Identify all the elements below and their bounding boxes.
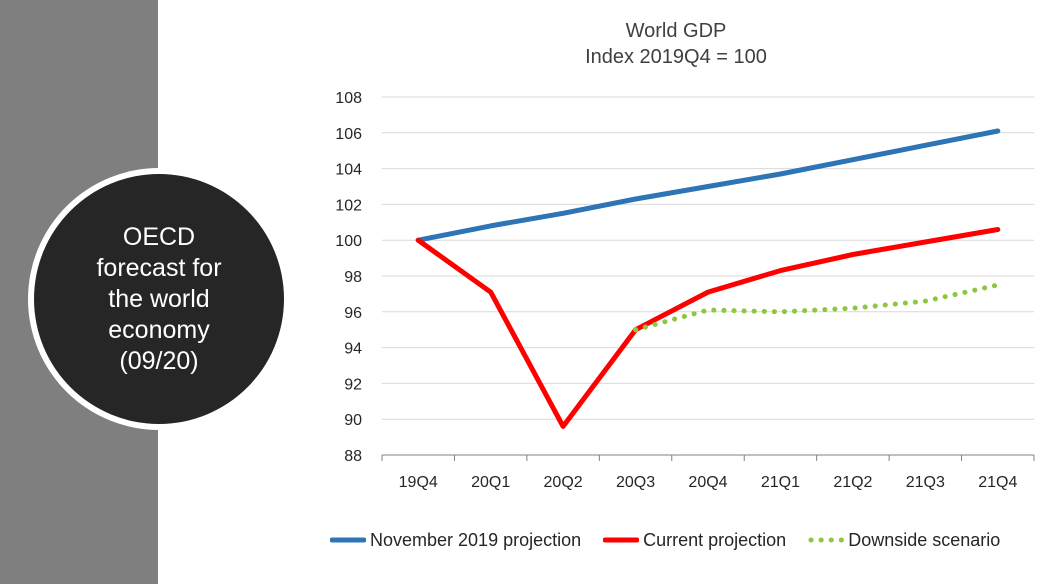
badge-text: OECD forecast for the world economy (09/… (64, 222, 254, 377)
legend-label: Downside scenario (848, 529, 1001, 550)
badge-line: the world (108, 284, 210, 313)
series-line-2 (633, 282, 1001, 333)
circle-badge: OECD forecast for the world economy (09/… (28, 168, 290, 430)
x-tick-label: 21Q2 (833, 474, 872, 491)
series-line-1 (415, 227, 1001, 429)
legend-item-november-2019: November 2019 projection (330, 528, 581, 552)
x-tick-label: 21Q1 (761, 474, 800, 491)
circle-badge-inner: OECD forecast for the world economy (09/… (34, 174, 284, 424)
y-tick-label: 106 (335, 126, 362, 143)
y-tick-label: 92 (344, 376, 362, 393)
badge-line: economy (108, 315, 210, 344)
chart-legend: November 2019 projection Current project… (330, 528, 1022, 552)
legend-label: November 2019 projection (370, 529, 582, 550)
x-tick-label: 19Q4 (399, 474, 438, 491)
y-tick-label: 88 (344, 448, 362, 465)
legend-swatch-green-dotted (808, 537, 845, 543)
x-tick-label: 20Q2 (544, 474, 583, 491)
x-tick-label: 20Q4 (688, 474, 727, 491)
y-tick-label: 100 (335, 233, 362, 250)
y-tick-label: 104 (335, 162, 362, 179)
badge-line: (09/20) (119, 346, 199, 375)
x-tick-label: 21Q3 (906, 474, 945, 491)
legend-swatch-blue (330, 537, 366, 543)
x-tick-label: 20Q1 (471, 474, 510, 491)
chart-title: World GDP Index 2019Q4 = 100 (476, 18, 876, 70)
legend-swatch-red (603, 537, 640, 543)
badge-line: forecast for (96, 253, 222, 282)
y-tick-label: 96 (344, 305, 362, 322)
y-tick-label: 108 (335, 90, 362, 107)
y-tick-label: 94 (344, 341, 362, 358)
legend-item-downside: Downside scenario (808, 528, 1000, 552)
chart-subtitle-line: Index 2019Q4 = 100 (585, 46, 767, 68)
series-line-0 (415, 128, 1001, 243)
badge-line: OECD (122, 222, 196, 251)
x-tick-label: 21Q4 (978, 474, 1017, 491)
y-tick-label: 102 (335, 197, 362, 214)
y-tick-label: 98 (344, 269, 362, 286)
legend-label: Current projection (643, 529, 787, 550)
chart-title-line: World GDP (625, 20, 727, 42)
legend-item-current: Current projection (603, 528, 786, 552)
y-tick-label: 90 (344, 412, 362, 429)
x-tick-label: 20Q3 (616, 474, 655, 491)
